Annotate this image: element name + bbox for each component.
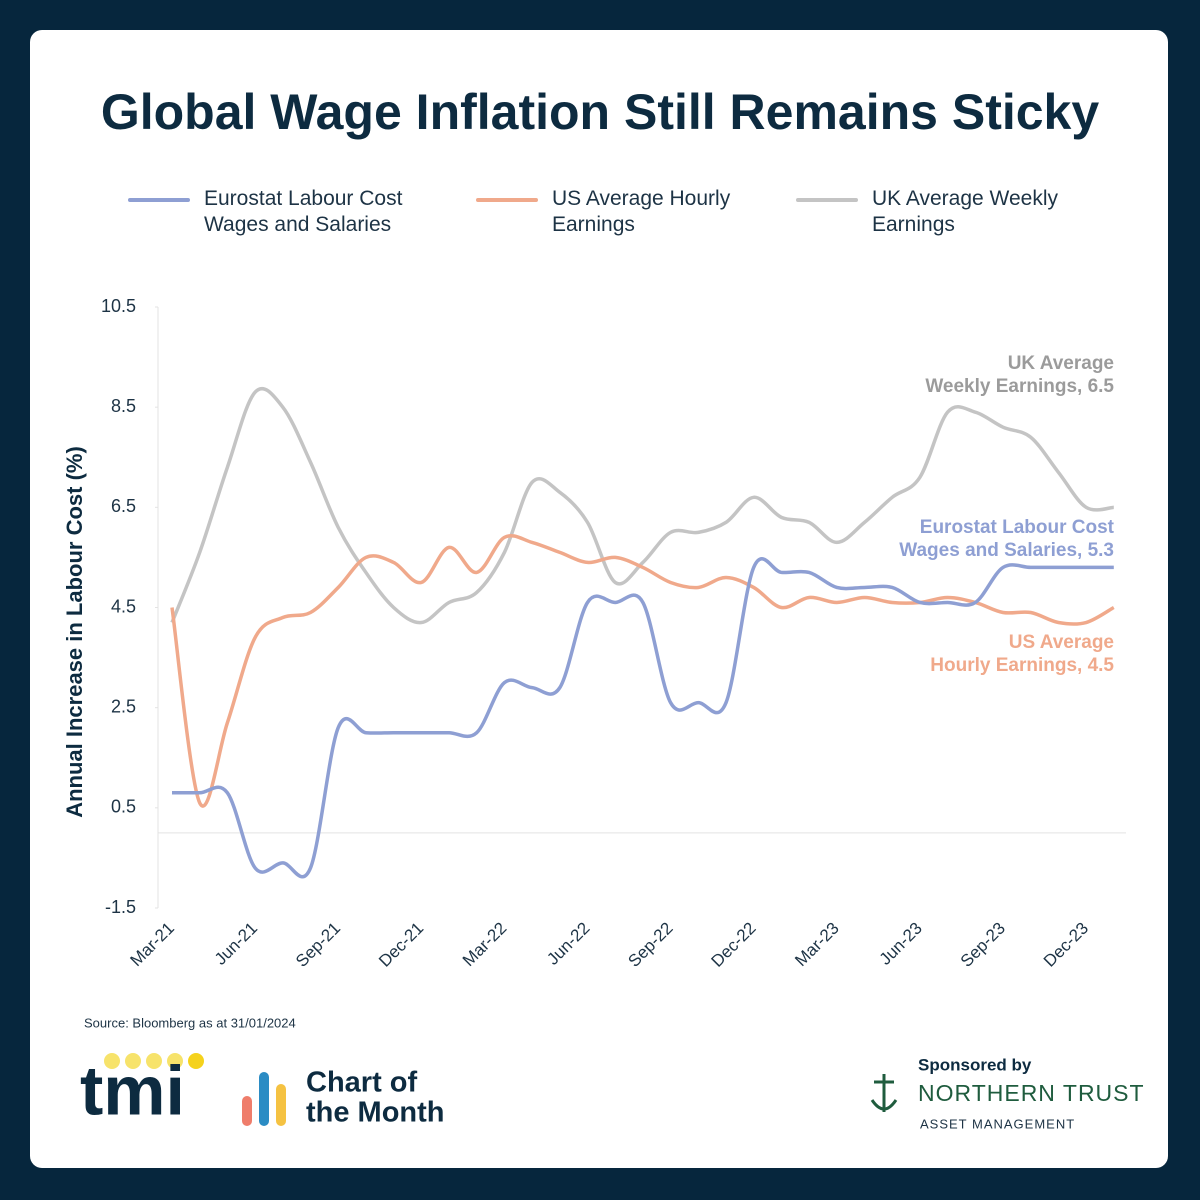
series-line — [170, 533, 1115, 808]
sponsor-logo — [870, 1074, 898, 1112]
legend-label: US Average Hourly Earnings — [552, 187, 731, 236]
annotation: Wages and Salaries, 5.3 — [899, 540, 1114, 561]
x-tick-label: Dec-22 — [708, 919, 760, 971]
legend-label: Eurostat Labour Cost Wages and Salaries — [204, 187, 403, 236]
sponsor-label: Sponsored by — [918, 1055, 1032, 1074]
annotation: Eurostat Labour Cost — [920, 517, 1115, 538]
x-tick-label: Sep-23 — [957, 919, 1009, 971]
y-tick-label: 10.5 — [101, 296, 136, 316]
y-tick-label: 2.5 — [111, 696, 136, 716]
product: the Month — [306, 1097, 445, 1129]
annotation: US Average — [1009, 632, 1114, 653]
chart-title: Global Wage Inflation Still Remains Stic… — [101, 84, 1100, 140]
x-tick-label: Dec-21 — [375, 919, 427, 971]
chart-of-month-logo: Chart of the Month — [242, 1067, 445, 1129]
annotation: Hourly Earnings, 4.5 — [930, 655, 1114, 676]
annotation: UK Average — [1008, 353, 1114, 374]
legend: Eurostat Labour Cost Wages and Salaries U… — [128, 186, 1096, 238]
brand: tmi — [80, 1051, 185, 1129]
y-tick-label: 0.5 — [111, 797, 136, 817]
legend-item: UK Average Weekly Earnings — [796, 186, 1096, 238]
sponsor: NORTHERN TRUST — [918, 1080, 1145, 1106]
y-tick-label: 8.5 — [111, 396, 136, 416]
legend-swatch — [796, 198, 858, 202]
x-tick-label: Jun-22 — [543, 919, 593, 969]
x-tick-label: Mar-22 — [459, 919, 511, 971]
series-line — [172, 557, 1114, 879]
y-tick-label: -1.5 — [105, 897, 136, 917]
y-tick-label: 6.5 — [111, 496, 136, 516]
tmi-logo: tmi — [80, 1051, 204, 1129]
source: Source: Bloomberg as at 31/01/2024 — [84, 1015, 296, 1030]
legend-swatch — [476, 198, 538, 202]
x-tick-label: Mar-21 — [126, 919, 178, 971]
product: Chart of — [306, 1067, 418, 1099]
x-tick-label: Dec-23 — [1040, 919, 1092, 971]
y-tick-label: 4.5 — [111, 596, 136, 616]
legend-item: Eurostat Labour Cost Wages and Salaries — [128, 186, 476, 238]
series-line — [170, 386, 1114, 625]
x-tick-label: Sep-22 — [624, 919, 676, 971]
legend-label: UK Average Weekly Earnings — [872, 187, 1058, 236]
legend-item: US Average Hourly Earnings — [476, 186, 796, 238]
x-tick-label: Mar-23 — [791, 919, 843, 971]
x-tick-label: Jun-23 — [876, 919, 926, 969]
x-tick-label: Jun-21 — [211, 919, 261, 969]
sponsor-sub: ASSET MANAGEMENT — [920, 1116, 1075, 1131]
legend-swatch — [128, 198, 190, 202]
y-axis-label: Annual Increase in Labour Cost (%) — [62, 446, 87, 818]
x-tick-label: Sep-21 — [292, 919, 344, 971]
annotation: Weekly Earnings, 6.5 — [925, 376, 1114, 397]
